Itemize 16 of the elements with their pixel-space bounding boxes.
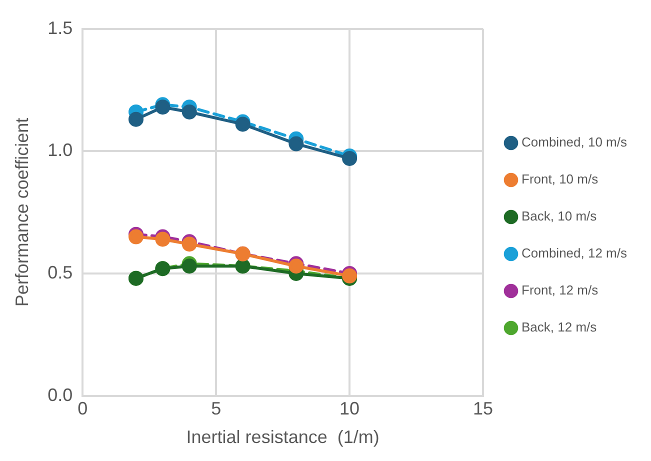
x-tick-label: 10: [340, 398, 360, 419]
legend-label: Combined, 12 m/s: [522, 246, 628, 261]
legend-label: Front, 10 m/s: [522, 172, 599, 187]
x-tick-label: 5: [211, 398, 222, 419]
legend-label: Back, 10 m/s: [522, 208, 598, 224]
legend-label: Combined, 10 m/s: [522, 134, 628, 150]
y-tick-label: 1.0: [48, 140, 73, 160]
legend-label: Front, 12 m/s: [522, 282, 599, 298]
y-tick-label: 1.5: [48, 18, 73, 38]
x-tick-label: 15: [472, 398, 494, 419]
y-tick-label: 0.0: [48, 384, 73, 405]
legend-label: Back, 12 m/s: [522, 320, 598, 335]
y-axis-title: Performance coefficient: [12, 118, 32, 307]
x-axis-title: Inertial resistance (1/m): [186, 427, 380, 448]
x-tick-label: 0: [78, 398, 88, 419]
y-tick-label: 0.5: [48, 262, 73, 282]
